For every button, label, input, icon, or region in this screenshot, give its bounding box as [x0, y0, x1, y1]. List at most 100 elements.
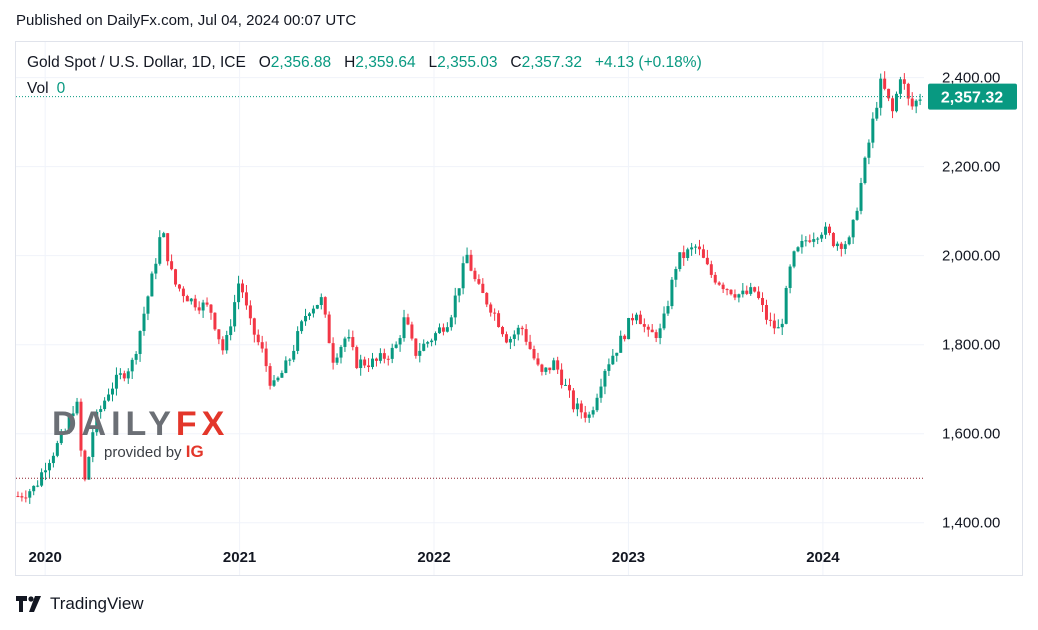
candle-body: [134, 353, 138, 360]
candle-body: [118, 373, 122, 375]
candle-body: [552, 360, 556, 371]
candle-body: [764, 305, 768, 320]
volume-label: Vol: [27, 80, 49, 97]
candle-body: [426, 342, 430, 344]
dailyfx-daily-text: DAILY: [52, 405, 176, 443]
dailyfx-logo: DAILYFX provided by IG: [52, 405, 229, 462]
candlestick-series: [16, 71, 922, 504]
candle-body: [414, 338, 418, 356]
candle-body: [481, 283, 485, 293]
candle-body: [493, 312, 497, 314]
candle-body: [296, 331, 300, 351]
candle-body: [524, 329, 528, 342]
candle-body: [406, 317, 410, 325]
candle-body: [686, 249, 690, 259]
candle-body: [737, 294, 741, 298]
candle-body: [749, 287, 753, 294]
candle-body: [166, 233, 170, 262]
candle-body: [343, 338, 347, 347]
candle-body: [891, 98, 895, 112]
candle-body: [556, 360, 560, 370]
candle-body: [189, 298, 193, 302]
change-value: +4.13 (+0.18%): [594, 54, 702, 71]
candle-body: [394, 344, 398, 348]
candle-body: [587, 414, 591, 418]
tradingview-brand[interactable]: TradingView: [16, 594, 144, 614]
candle-body: [445, 327, 449, 332]
candle-body: [272, 380, 276, 386]
candle-body: [374, 358, 378, 361]
candle-body: [816, 238, 820, 240]
candle-body: [548, 367, 552, 371]
candle-body: [311, 308, 315, 314]
candle-body: [252, 318, 256, 335]
candle-body: [79, 401, 83, 451]
candle-body: [225, 335, 229, 351]
candle-body: [489, 304, 493, 313]
candle-body: [20, 496, 24, 498]
candle-body: [36, 485, 40, 487]
candle-body: [894, 93, 898, 112]
candle-body: [914, 100, 918, 107]
candle-body: [55, 443, 59, 456]
candle-body: [768, 319, 772, 321]
candle-body: [824, 226, 828, 235]
candle-body: [654, 332, 658, 339]
candle-body: [650, 329, 654, 333]
y-axis: 1,400.00 1,600.00 1,800.00 2,000.00 2,200.00…: [942, 70, 1000, 532]
candle-body: [560, 369, 564, 386]
candle-body: [729, 289, 733, 295]
candle-body: [851, 219, 855, 238]
candle-body: [674, 269, 678, 280]
x-tick-label: 2020: [28, 549, 61, 566]
y-tick-label: 1,400.00: [942, 515, 1000, 532]
candle-body: [843, 244, 847, 249]
candle-body: [902, 79, 906, 84]
last-price-badge: 2,357.32: [928, 83, 1017, 110]
candle-body: [709, 264, 713, 275]
candle-body: [363, 359, 367, 366]
candle-body: [280, 372, 284, 378]
candle-body: [51, 455, 55, 464]
candle-body: [646, 326, 650, 330]
candle-body: [170, 261, 174, 270]
y-tick-label: 2,200.00: [942, 159, 1000, 176]
candle-body: [430, 340, 434, 343]
candle-body: [465, 254, 469, 264]
candle-body: [154, 263, 158, 274]
candle-body: [705, 257, 709, 265]
candle-body: [315, 304, 319, 309]
candle-body: [91, 432, 95, 457]
candle-body: [627, 318, 631, 340]
x-tick-label: 2021: [223, 549, 256, 566]
candle-body: [910, 98, 914, 107]
candle-body: [690, 247, 694, 250]
candle-body: [323, 297, 327, 315]
candle-body: [83, 450, 87, 480]
tradingview-icon: [16, 596, 41, 612]
open-value: 2,356.88: [270, 54, 332, 71]
open-label: O: [258, 54, 271, 71]
tradingview-label: TradingView: [50, 594, 144, 613]
candle-body: [386, 358, 390, 360]
candle-body: [461, 263, 465, 289]
candle-body: [831, 232, 835, 247]
candle-body: [95, 411, 99, 433]
chart-frame[interactable]: [15, 41, 1023, 576]
x-tick-label: 2023: [612, 549, 645, 566]
candle-body: [745, 290, 749, 294]
candle-body: [28, 491, 32, 498]
high-value: 2,359.64: [355, 54, 416, 71]
candle-body: [741, 290, 745, 295]
candle-body: [47, 463, 51, 471]
candle-body: [631, 318, 635, 321]
low-value: 2,355.03: [437, 54, 498, 71]
candle-body: [784, 287, 788, 324]
candle-body: [516, 327, 520, 335]
reference-lines: [16, 96, 924, 479]
candle-body: [898, 79, 902, 94]
candle-body: [501, 327, 505, 335]
candle-body: [875, 107, 879, 119]
candle-body: [717, 282, 721, 285]
